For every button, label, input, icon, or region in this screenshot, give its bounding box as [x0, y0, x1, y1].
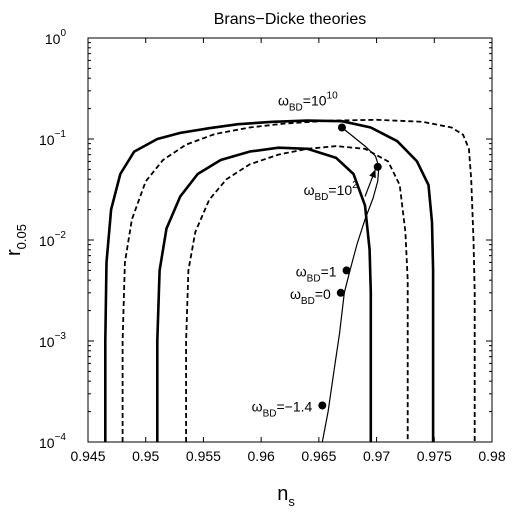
point-label-omega: ω — [290, 286, 301, 302]
x-tick-label: 0.97 — [363, 448, 390, 464]
x-tick-label: 0.945 — [70, 448, 105, 464]
y-tick-exponent: 0 — [60, 28, 66, 39]
y-tick-label: 10−3 — [39, 331, 66, 350]
point-label-1: ωBD=1010 — [278, 90, 338, 113]
y-tick-label: 100 — [45, 28, 67, 47]
point-label-value: =10 — [328, 182, 352, 198]
y-tick-label: 10−1 — [39, 129, 66, 148]
point-label-sub: BD — [263, 408, 277, 419]
series-line-3 — [121, 118, 476, 442]
point-label-sub: BD — [315, 192, 329, 203]
y-tick-base: 10 — [39, 334, 55, 350]
x-tick-label: 0.96 — [248, 448, 275, 464]
x-tick-label: 0.98 — [478, 448, 505, 464]
data-point-2 — [373, 162, 382, 171]
x-tick-label: 0.965 — [301, 448, 336, 464]
y-tick-label: 10−4 — [39, 432, 66, 451]
y-tick-exponent: −3 — [55, 331, 67, 342]
point-label-omega: ω — [278, 92, 289, 108]
data-point-3 — [342, 266, 351, 275]
y-axis-label-base: r — [3, 249, 25, 256]
point-label-sub: BD — [307, 273, 321, 284]
point-label-value: =10 — [303, 92, 327, 108]
y-tick-exponent: −2 — [55, 230, 67, 241]
annotation-arrow-head — [369, 169, 376, 179]
point-label-sup: 10 — [327, 90, 339, 101]
point-label-4: ωBD=0 — [290, 286, 331, 307]
series-line-2 — [156, 146, 373, 442]
x-axis-label-base: n — [277, 483, 288, 505]
chart-title: Brans−Dicke theories — [214, 11, 367, 28]
point-label-2: ωBD=102 — [304, 180, 359, 203]
y-tick-base: 10 — [39, 435, 55, 451]
point-label-omega: ω — [296, 263, 307, 279]
point-label-value: =0 — [315, 286, 331, 302]
point-label-sub: BD — [289, 102, 303, 113]
x-axis-label: ns — [277, 483, 295, 509]
x-tick-label: 0.975 — [417, 448, 452, 464]
y-tick-label: 10−2 — [39, 230, 66, 249]
point-label-5: ωBD=−1.4 — [252, 398, 313, 419]
x-tick-label: 0.95 — [132, 448, 159, 464]
point-label-sup: 2 — [352, 180, 358, 191]
series-line-5 — [321, 127, 380, 443]
series-line-4 — [185, 145, 409, 442]
data-point-1 — [337, 123, 346, 132]
y-axis-label: r0.05 — [3, 224, 29, 256]
data-point-4 — [336, 288, 345, 297]
y-tick-base: 10 — [45, 31, 61, 47]
point-label-value: =1 — [321, 263, 337, 279]
point-label-sub: BD — [301, 296, 315, 307]
point-label-omega: ω — [304, 182, 315, 198]
y-tick-exponent: −1 — [55, 129, 67, 140]
y-tick-base: 10 — [39, 132, 55, 148]
y-tick-exponent: −4 — [55, 432, 67, 443]
y-axis-label-sub: 0.05 — [14, 224, 29, 249]
series-line-1 — [104, 119, 435, 442]
y-tick-base: 10 — [39, 233, 55, 249]
point-label-3: ωBD=1 — [296, 263, 337, 284]
x-tick-label: 0.955 — [186, 448, 221, 464]
point-label-omega: ω — [252, 398, 263, 414]
data-point-5 — [318, 401, 327, 410]
point-label-value: =−1.4 — [276, 398, 312, 414]
x-axis-label-sub: s — [288, 494, 295, 509]
